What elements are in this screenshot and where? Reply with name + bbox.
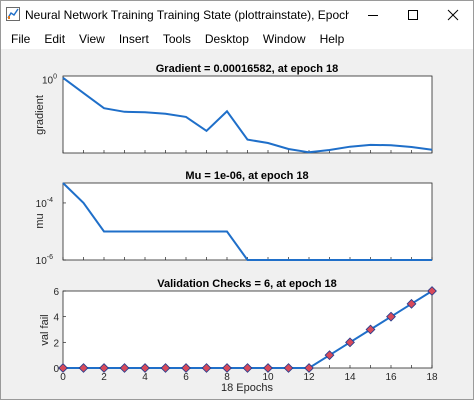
gradient-title: Gradient = 0.00016582, at epoch 18: [156, 63, 339, 75]
validation-y-label: val fail: [39, 314, 51, 345]
data-point-marker: [78, 363, 89, 373]
data-point-marker: [201, 363, 212, 373]
data-point-marker: [406, 298, 417, 309]
data-point-marker: [222, 363, 232, 373]
figure-canvas[interactable]: Gradient = 0.00016582, at epoch 18 100 g…: [1, 49, 473, 399]
data-point-marker: [345, 337, 355, 348]
data-point-marker: [140, 363, 150, 373]
menu-desktop[interactable]: Desktop: [204, 32, 249, 46]
x-tick-label: 12: [303, 372, 315, 383]
validation-markers: [58, 286, 437, 373]
data-point-marker: [386, 311, 396, 322]
data-point-marker: [283, 363, 294, 373]
data-point-marker: [263, 363, 273, 373]
y-tick-label: 10-4: [36, 197, 53, 210]
validation-title: Validation Checks = 6, at epoch 18: [157, 278, 336, 290]
x-tick-label: 4: [142, 372, 148, 383]
gradient-y-label: gradient: [34, 95, 46, 135]
minimize-icon: [368, 15, 378, 16]
data-point-marker: [365, 324, 376, 335]
data-point-marker: [58, 363, 68, 373]
x-tick-label: 18: [426, 372, 438, 383]
gradient-series-line: [62, 76, 433, 154]
y-tick-label: 2: [53, 338, 59, 349]
maximize-icon: [408, 10, 418, 20]
menu-bar: File Edit View Insert Tools Desktop Wind…: [1, 29, 473, 49]
x-tick-label: 2: [101, 372, 107, 383]
title-bar[interactable]: Neural Network Training Training State (…: [1, 1, 473, 29]
data-point-marker: [427, 286, 437, 296]
mu-y-ticks: 10-4 10-6: [36, 197, 66, 267]
matlab-figure-icon: [6, 7, 20, 21]
menu-help[interactable]: Help: [319, 32, 345, 46]
menu-tools[interactable]: Tools: [162, 32, 191, 46]
x-tick-label: 14: [344, 372, 356, 383]
x-tick-label: 16: [385, 372, 397, 383]
minimize-button[interactable]: [353, 1, 393, 29]
gradient-axes[interactable]: [62, 75, 433, 154]
y-tick-label: 6: [53, 287, 59, 298]
data-point-marker: [119, 363, 130, 373]
menu-file[interactable]: File: [11, 32, 31, 46]
y-tick-label: 0: [53, 364, 59, 375]
mu-axes[interactable]: [62, 182, 433, 261]
validation-x-ticks: 0 2 4 6 8 10 12 14 16 18: [60, 372, 438, 383]
close-icon: [447, 9, 459, 21]
maximize-button[interactable]: [393, 1, 433, 29]
mu-series-line: [62, 182, 432, 261]
menu-view[interactable]: View: [79, 32, 105, 46]
mu-title: Mu = 1e-06, at epoch 18: [185, 170, 308, 182]
menu-window[interactable]: Window: [262, 32, 306, 46]
y-tick-label: 100: [42, 73, 57, 86]
y-tick-label: 4: [53, 313, 59, 324]
window-title: Neural Network Training Training State (…: [25, 8, 349, 22]
gradient-ticks: [62, 150, 433, 153]
validation-x-label: 18 Epochs: [221, 382, 273, 394]
x-tick-label: 10: [262, 372, 274, 383]
x-tick-label: 8: [224, 372, 230, 383]
data-point-marker: [160, 363, 171, 373]
validation-panel: Validation Checks = 6, at epoch 18 0246 …: [39, 278, 438, 394]
mu-y-label: mu: [34, 213, 46, 228]
data-point-marker: [304, 363, 314, 373]
gradient-y-ticks: 100: [42, 73, 66, 86]
validation-axes[interactable]: [62, 290, 433, 369]
menu-insert[interactable]: Insert: [118, 32, 149, 46]
data-point-marker: [242, 363, 253, 373]
mu-panel: Mu = 1e-06, at epoch 18 10-4 10-6 mu: [34, 170, 433, 267]
data-point-marker: [324, 350, 335, 361]
training-state-plots: Gradient = 0.00016582, at epoch 18 100 g…: [34, 63, 438, 394]
menu-edit[interactable]: Edit: [44, 32, 66, 46]
data-point-marker: [99, 363, 109, 373]
x-tick-label: 0: [60, 372, 66, 383]
data-point-marker: [181, 363, 191, 373]
close-button[interactable]: [433, 1, 473, 29]
gradient-panel: Gradient = 0.00016582, at epoch 18 100 g…: [34, 63, 433, 154]
y-tick-label: 10-6: [36, 254, 53, 267]
x-tick-label: 6: [183, 372, 189, 383]
